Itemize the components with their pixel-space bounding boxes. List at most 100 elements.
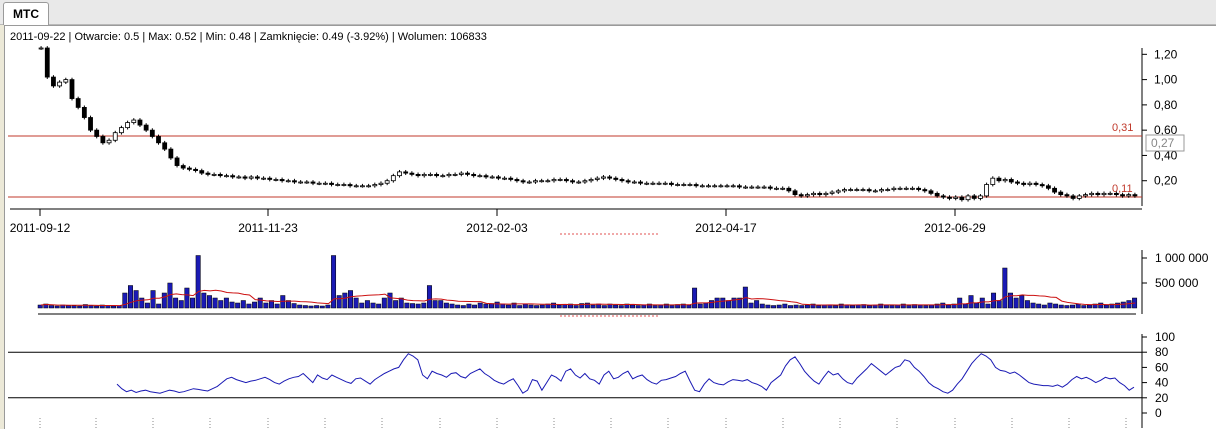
candle-body — [545, 180, 551, 183]
candle-body — [848, 189, 854, 191]
volume-bar — [308, 305, 314, 309]
volume-moving-average — [40, 289, 1136, 307]
volume-bar — [1058, 304, 1064, 309]
candle-body — [1052, 187, 1057, 193]
candle-body — [1064, 194, 1070, 197]
volume-bar — [934, 303, 940, 309]
price-x-tick-label: 2012-02-03 — [466, 221, 528, 235]
volume-bar — [348, 290, 353, 309]
volume-bar — [725, 300, 731, 309]
candle-body — [947, 196, 952, 199]
candle-body — [1076, 195, 1082, 199]
candle-body — [916, 187, 922, 190]
volume-bar — [173, 297, 179, 309]
volume-pane: 1 000 000 500 000 — [37, 250, 1209, 317]
candle-body — [891, 187, 897, 190]
volume-bar — [1041, 304, 1047, 309]
volume-bar — [443, 302, 449, 309]
candle-body — [137, 119, 143, 126]
volume-y-tick-label: 1 000 000 — [1155, 251, 1209, 265]
volume-bar — [714, 297, 720, 309]
candle-body — [662, 182, 668, 185]
candle-body — [631, 181, 637, 184]
candle-body — [298, 181, 304, 184]
candle-body — [817, 192, 823, 196]
price-level-label: 0,31 — [1112, 122, 1133, 134]
candle-body — [174, 157, 180, 166]
volume-bar — [534, 305, 540, 309]
candle-body — [489, 176, 495, 179]
volume-bar — [816, 305, 822, 309]
volume-bar — [393, 300, 399, 309]
volume-bar — [201, 292, 207, 309]
info-separator: | — [391, 31, 398, 43]
volume-bar — [477, 302, 483, 309]
volume-bar — [641, 304, 647, 309]
candle-body — [687, 184, 693, 186]
candle-body — [638, 181, 643, 184]
price-x-tick-label: 2011-09-12 — [10, 221, 71, 235]
candle-body — [718, 185, 724, 188]
candle-body — [804, 194, 810, 197]
candle-body — [279, 179, 285, 182]
candle-body — [767, 186, 773, 189]
candle-body — [180, 165, 186, 169]
volume-bar — [511, 302, 517, 309]
candle-body — [1120, 194, 1125, 197]
volume-bar — [900, 303, 906, 309]
candle-body — [51, 76, 56, 87]
price-x-tick-label: 2012-04-17 — [695, 221, 757, 235]
volume-bar — [810, 303, 816, 309]
info-open: Otwarcie: 0.5 — [74, 31, 140, 43]
candle-body — [372, 184, 378, 187]
volume-bar — [799, 305, 805, 309]
candle-body — [335, 184, 341, 186]
volume-bar — [579, 303, 585, 309]
volume-bar — [364, 300, 370, 309]
volume-bar — [731, 297, 737, 309]
volume-bar — [1030, 302, 1036, 309]
candle-body — [539, 180, 545, 183]
volume-bar — [686, 304, 692, 309]
price-level-label: 0,11 — [1112, 183, 1133, 195]
volume-bar — [539, 304, 545, 309]
volume-bar — [376, 303, 382, 309]
candle-body — [156, 136, 161, 144]
volume-bar — [782, 303, 788, 309]
volume-bar — [720, 297, 726, 309]
candle-body — [835, 190, 841, 193]
volume-bar — [759, 303, 765, 309]
candle-body — [533, 180, 538, 183]
candle-body — [669, 182, 674, 185]
candle-body — [1132, 194, 1138, 197]
candle-body — [1126, 194, 1132, 197]
candle-body — [650, 182, 656, 185]
candle-body — [743, 186, 748, 189]
candle-body — [953, 196, 959, 199]
candle-body — [125, 122, 131, 129]
volume-bar — [551, 302, 557, 309]
volume-bar — [500, 303, 506, 309]
volume-bar — [49, 305, 54, 309]
candle-body — [996, 177, 1002, 182]
candle-body — [551, 179, 557, 182]
tab-mtc[interactable]: MTC — [3, 2, 49, 25]
candle-body — [656, 182, 662, 185]
volume-bar — [291, 303, 297, 309]
candle-body — [88, 117, 93, 131]
candle-body — [934, 192, 940, 197]
volume-bar — [957, 297, 963, 309]
volume-bar — [128, 285, 133, 309]
candle-body — [452, 173, 458, 176]
volume-bar — [1047, 302, 1053, 309]
info-min: Min: 0.48 — [205, 31, 251, 43]
info-separator: | — [199, 31, 206, 43]
candle-body — [1107, 192, 1113, 195]
price-y-tick-label: 0,80 — [1154, 98, 1178, 112]
oscillator-y-tick-label: 60 — [1155, 360, 1169, 374]
candle-body — [446, 173, 452, 177]
candle-body — [526, 181, 532, 184]
candle-body — [261, 177, 266, 180]
volume-bar — [985, 303, 991, 309]
